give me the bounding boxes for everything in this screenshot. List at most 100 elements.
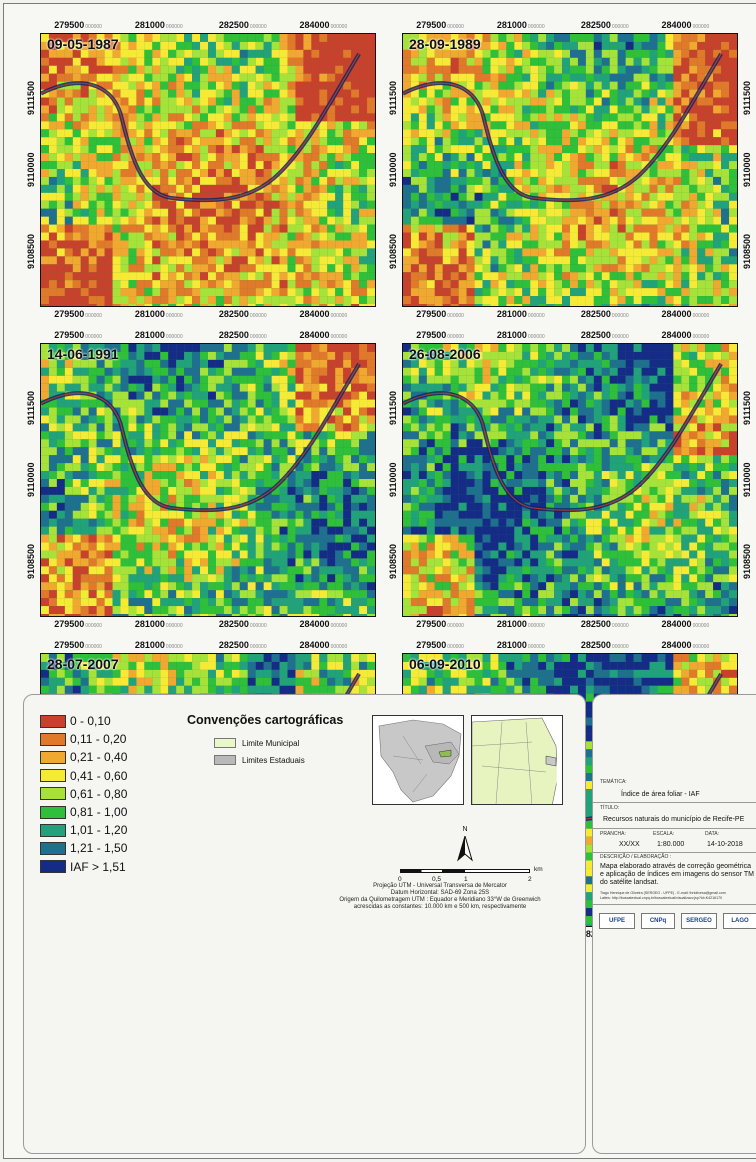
x-tick-label: 279500000000 (54, 20, 102, 30)
inset-map-brazil (372, 715, 464, 805)
data-value: 14-10-2018 (707, 841, 743, 848)
legend-label: 1,01 - 1,20 (70, 823, 128, 838)
titulo-value: Recursos naturais do município de Recife… (603, 816, 745, 823)
x-tick-label: 284000000000 (661, 330, 710, 340)
logo-sergeo: SERGEO (681, 913, 717, 929)
north-arrow-icon (457, 836, 473, 862)
x-tick-label: 284000000000 (661, 20, 710, 30)
credit-line-2: Lattes: http://buscatextual.cnpq.br/busc… (600, 896, 723, 900)
x-tick-label: 281000000000 (134, 330, 183, 340)
convention-municipal-label: Limite Municipal (242, 738, 300, 748)
panel-date: 14-06-1991 (47, 346, 119, 362)
legend-swatch (40, 823, 66, 837)
x-tick-label: 282500000000 (580, 640, 629, 650)
y-tick-label: 9111500 (388, 391, 398, 426)
y-tick-label: 9111500 (742, 391, 752, 426)
convention-state: Limites Estaduais (214, 755, 305, 765)
legend-label: 0,81 - 1,00 (70, 805, 128, 819)
legend-swatch (40, 860, 66, 874)
x-tick-label: 284000000000 (661, 619, 710, 629)
y-tick-label: 9108500 (26, 543, 36, 579)
legend-class: 0,41 - 0,60 (40, 769, 127, 783)
legend-label: 0 - 0,10 (70, 714, 111, 728)
panel-date: 28-09-1989 (409, 36, 481, 52)
iaf-raster (403, 34, 737, 306)
x-tick-label: 282500000000 (580, 309, 629, 319)
map-panel: 14-06-1991 (40, 343, 376, 617)
x-tick-label: 284000000000 (661, 640, 710, 650)
y-tick-label: 9108500 (26, 233, 36, 269)
x-tick-label: 282500000000 (218, 330, 267, 340)
legend-class: 0,11 - 0,20 (40, 732, 126, 746)
x-tick-label: 284000000000 (299, 330, 348, 340)
descricao-label: DESCRIÇÃO / ELABORAÇÃO : (600, 854, 672, 860)
scale-tick-2: 2 (528, 876, 532, 883)
inset-map-region (471, 715, 563, 805)
tematica-value: Índice de área foliar - IAF (621, 791, 700, 798)
legend-label: 0,11 - 0,20 (70, 732, 127, 747)
projection-line: acrescidas as constantes: 10.000 km e 50… (353, 904, 527, 910)
north-label: N (462, 826, 468, 833)
x-tick-label: 279500000000 (54, 640, 102, 650)
convention-state-label: Limites Estaduais (242, 755, 305, 765)
y-tick-label: 9111500 (388, 81, 398, 116)
panel-date: 28-07-2007 (47, 656, 119, 672)
y-tick-label: 9110000 (742, 461, 752, 497)
legend-label: IAF > 1,51 (70, 859, 126, 874)
legend-swatch (40, 787, 66, 801)
legend-swatch (40, 732, 66, 746)
scale-tick-1: 1 (464, 876, 468, 883)
projection-line: Origem da Quilometragem UTM : Equador e … (339, 897, 541, 903)
panel-date: 09-05-1987 (47, 36, 119, 52)
region-inset-drawing (472, 716, 562, 804)
x-tick-label: 282500000000 (218, 20, 267, 30)
convention-municipal: Limite Municipal (214, 738, 299, 748)
x-tick-label: 282500000000 (218, 309, 267, 319)
legend-class: 1,21 - 1,50 (40, 841, 127, 855)
legend-label: 1,21 - 1,50 (70, 841, 128, 856)
title-block: TEMÁTICA: Índice de área foliar - IAF TÍ… (592, 694, 756, 1154)
tematica-label: TEMÁTICA: (600, 779, 627, 785)
x-tick-label: 279500000000 (54, 619, 102, 629)
x-tick-label: 279500000000 (416, 309, 464, 319)
scale-tick-05: 0,5 (432, 876, 442, 883)
logo-cnpq: CNPq (641, 913, 675, 929)
municipal-swatch (214, 738, 236, 748)
iaf-raster (403, 344, 737, 616)
legend-swatch (40, 805, 66, 819)
x-tick-label: 279500000000 (416, 619, 464, 629)
descricao-line-1: Mapa elaborado através de correção geomé… (600, 863, 751, 870)
data-label: DATA: (705, 831, 719, 837)
descricao-line-3: do satélite landsat. (600, 879, 659, 886)
state-swatch (214, 755, 236, 765)
x-tick-label: 281000000000 (134, 309, 183, 319)
y-tick-label: 9110000 (388, 461, 398, 497)
legend-class: 0,81 - 1,00 (40, 805, 127, 819)
x-tick-label: 279500000000 (416, 640, 464, 650)
y-tick-label: 9110000 (26, 461, 36, 497)
legend-swatch (40, 714, 66, 728)
scale-bar (400, 869, 530, 873)
projection-info: Projeção UTM - Universal Transversa de M… (300, 883, 580, 911)
x-tick-label: 281000000000 (496, 330, 545, 340)
x-tick-label: 281000000000 (496, 20, 545, 30)
y-tick-label: 9111500 (26, 391, 36, 426)
x-tick-label: 282500000000 (580, 619, 629, 629)
x-tick-label: 282500000000 (580, 20, 629, 30)
x-tick-label: 279500000000 (54, 330, 102, 340)
y-tick-label: 9111500 (742, 81, 752, 116)
legend-class: 0,21 - 0,40 (40, 750, 127, 764)
y-tick-label: 9110000 (26, 151, 36, 187)
x-tick-label: 282500000000 (218, 640, 267, 650)
x-tick-label: 281000000000 (134, 640, 183, 650)
scale-unit: km (534, 866, 543, 873)
x-tick-label: 281000000000 (134, 20, 183, 30)
legend-label: 0,41 - 0,60 (70, 768, 128, 783)
x-tick-label: 281000000000 (496, 640, 545, 650)
descricao-line-2: e aplicação de índices em imagens do sen… (600, 871, 754, 878)
y-tick-label: 9108500 (388, 233, 398, 269)
panel-date: 26-08-2006 (409, 346, 481, 362)
y-tick-label: 9111500 (26, 81, 36, 116)
y-tick-label: 9110000 (742, 151, 752, 187)
legend-swatch (40, 750, 66, 764)
